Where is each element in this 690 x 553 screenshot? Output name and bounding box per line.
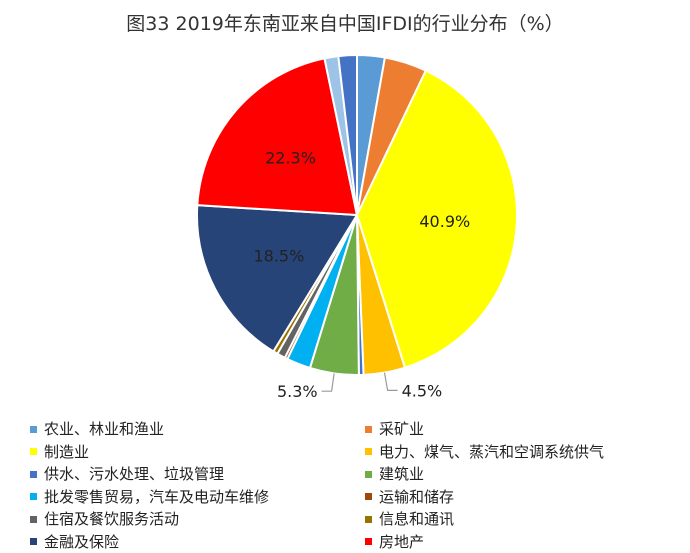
legend-swatch — [30, 471, 37, 478]
legend-item: 电力、煤气、蒸汽和空调系统供气 — [365, 441, 665, 464]
data-label: 5.3% — [277, 382, 318, 401]
legend-item: 采矿业 — [365, 418, 665, 441]
legend-item: 建筑业 — [365, 463, 665, 486]
legend-swatch — [30, 448, 37, 455]
legend-label: 金融及保险 — [44, 531, 119, 553]
legend-swatch — [30, 426, 37, 433]
legend-label: 批发零售贸易，汽车及电动车维修 — [44, 486, 269, 509]
legend-label: 信息和通讯 — [379, 508, 454, 531]
legend-swatch — [30, 516, 37, 523]
leader-line — [322, 373, 335, 391]
legend-swatch — [365, 471, 372, 478]
legend-item: 住宿及餐饮服务活动 — [30, 508, 365, 531]
legend-item: 金融及保险 — [30, 531, 365, 553]
data-label: 40.9% — [419, 212, 470, 231]
legend-label: 房地产 — [379, 531, 424, 553]
data-label: 18.5% — [253, 247, 304, 266]
legend-item: 房地产 — [365, 531, 665, 553]
legend-label: 运输和储存 — [379, 486, 454, 509]
legend-label: 农业、林业和渔业 — [44, 418, 164, 441]
data-label: 22.3% — [265, 148, 316, 167]
legend-swatch — [30, 493, 37, 500]
leader-line — [385, 373, 398, 391]
legend-label: 建筑业 — [379, 463, 424, 486]
legend-item: 批发零售贸易，汽车及电动车维修 — [30, 486, 365, 509]
legend: 农业、林业和渔业 采矿业制造业 电力、煤气、蒸汽和空调系统供气供水、污水处理、垃圾管… — [30, 418, 680, 553]
legend-item: 信息和通讯 — [365, 508, 665, 531]
legend-swatch — [30, 538, 37, 545]
legend-item: 运输和储存 — [365, 486, 665, 509]
data-label: 4.5% — [402, 381, 443, 400]
legend-label: 采矿业 — [379, 418, 424, 441]
legend-item: 农业、林业和渔业 — [30, 418, 365, 441]
legend-swatch — [365, 493, 372, 500]
legend-item: 制造业 — [30, 441, 365, 464]
legend-item: 供水、污水处理、垃圾管理 — [30, 463, 365, 486]
legend-label: 制造业 — [44, 441, 89, 464]
legend-label: 电力、煤气、蒸汽和空调系统供气 — [379, 441, 604, 464]
legend-swatch — [365, 426, 372, 433]
legend-label: 住宿及餐饮服务活动 — [44, 508, 179, 531]
legend-swatch — [365, 538, 372, 545]
legend-label: 供水、污水处理、垃圾管理 — [44, 463, 224, 486]
legend-swatch — [365, 448, 372, 455]
legend-swatch — [365, 516, 372, 523]
